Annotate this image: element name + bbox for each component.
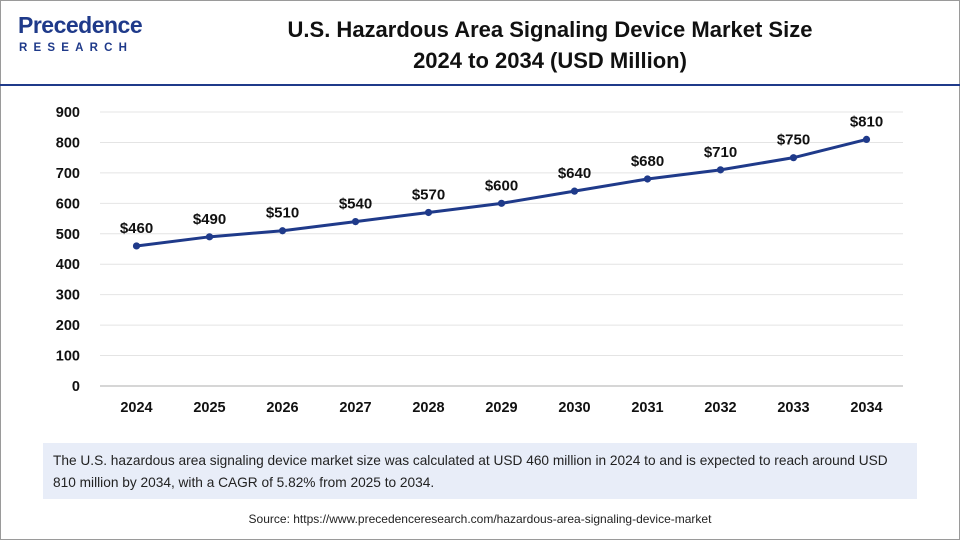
x-tick-label: 2030 xyxy=(558,400,590,416)
data-label: $570 xyxy=(412,186,445,203)
x-tick-label: 2033 xyxy=(777,400,809,416)
brand-sub: RESEARCH xyxy=(19,42,134,54)
data-point xyxy=(570,187,579,195)
x-tick-label: 2026 xyxy=(266,400,298,416)
data-point xyxy=(497,199,506,207)
brand-logo: Precedence RESEARCH xyxy=(18,10,168,66)
data-point xyxy=(351,218,360,226)
y-tick-label: 200 xyxy=(56,318,80,334)
x-tick-label: 2028 xyxy=(412,400,444,416)
data-label: $810 xyxy=(850,113,883,130)
y-tick-label: 300 xyxy=(56,288,80,304)
data-label: $640 xyxy=(558,165,591,182)
y-tick-label: 800 xyxy=(56,135,80,151)
data-point xyxy=(716,166,725,174)
data-label: $490 xyxy=(193,211,226,228)
x-tick-label: 2029 xyxy=(485,400,517,416)
x-tick-label: 2031 xyxy=(631,400,663,416)
y-tick-label: 500 xyxy=(56,227,80,243)
data-point xyxy=(132,242,141,250)
chart-title: U.S. Hazardous Area Signaling Device Mar… xyxy=(230,14,870,76)
line-chart: 0 100 200 300 400 500 600 700 800 900 2024 2025 2026… xyxy=(56,105,903,416)
x-tick-label: 2024 xyxy=(120,400,152,416)
data-point xyxy=(862,135,871,143)
data-point xyxy=(424,208,433,217)
y-tick-label: 700 xyxy=(56,166,80,182)
data-point xyxy=(278,227,287,235)
y-tick-label: 400 xyxy=(56,257,80,273)
data-label: $460 xyxy=(120,220,153,237)
y-tick-label: 600 xyxy=(56,196,80,212)
data-label: $680 xyxy=(631,153,664,170)
x-tick-label: 2027 xyxy=(339,400,371,416)
data-label: $750 xyxy=(777,132,810,149)
x-tick-label: 2025 xyxy=(193,400,225,416)
data-label: $540 xyxy=(339,196,372,213)
brand-name: Precedence xyxy=(18,12,143,38)
source-citation: Source: https://www.precedenceresearch.c… xyxy=(248,512,712,526)
data-label: $600 xyxy=(485,177,518,194)
chart-title-line2: 2024 to 2034 (USD Million) xyxy=(413,48,687,73)
data-label: $510 xyxy=(266,205,299,222)
data-label: $710 xyxy=(704,144,737,161)
data-point xyxy=(205,233,214,241)
x-tick-label: 2032 xyxy=(704,400,736,416)
data-point xyxy=(643,175,652,183)
data-point xyxy=(789,154,798,162)
y-tick-label: 100 xyxy=(56,349,80,365)
y-tick-label: 0 xyxy=(72,379,80,395)
summary-caption: The U.S. hazardous area signaling device… xyxy=(43,443,917,499)
y-tick-label: 900 xyxy=(56,105,80,121)
header-divider xyxy=(0,84,960,86)
x-tick-label: 2034 xyxy=(850,400,882,416)
chart-title-line1: U.S. Hazardous Area Signaling Device Mar… xyxy=(287,17,813,42)
